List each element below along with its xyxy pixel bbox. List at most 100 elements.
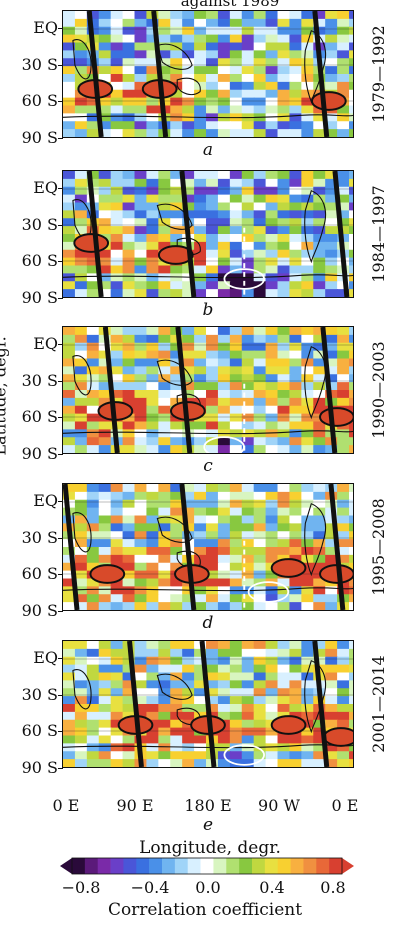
meridian-line-e-0 [127,641,144,767]
field-cells [63,484,353,610]
meridian-line-e-1 [199,641,217,767]
colorbar-swatch-0 [72,858,86,874]
colorbar-swatch-14 [252,858,266,874]
meridian-line-d-1 [179,484,197,610]
lat-tick-c-3 [58,454,63,455]
colorbar-arrow-right [342,858,354,874]
lat-label-c-0: EQ [33,334,58,354]
lat-tick-d-2 [58,574,63,576]
colorbar-label: Correlation coefficient [107,900,303,920]
field-cells [63,171,353,297]
lat-label-e-3: 90 S [21,758,58,777]
continent-outlines [63,189,353,279]
pos-region-e-2 [270,715,307,735]
lat-label-a-3: 90 S [21,128,58,147]
pos-region-d-2 [270,558,307,578]
lat-tick-a-1 [58,64,63,66]
lat-tick-c-2 [58,417,63,419]
lat-tick-c-0 [58,344,63,346]
continent-outlines [63,29,353,119]
lat-tick-e-2 [58,731,63,733]
colorbar-swatch-16 [277,858,291,874]
lat-label-d-0: EQ [33,491,58,511]
colorbar-swatch-9 [187,858,201,874]
lat-tick-d-0 [58,501,63,503]
lat-tick-c-1 [58,380,63,382]
meridian-line-a-2 [312,11,330,137]
meridian-line-a-0 [86,11,104,137]
colorbar-swatch-17 [290,858,304,874]
meridian-line-c-1 [175,327,193,453]
lat-label-e-0: EQ [33,648,58,668]
colorbar-swatch-10 [200,858,214,874]
x-tick-2: 180 E [184,796,232,815]
colorbar-tick-0: −0.8 [61,878,101,897]
neg-region-b-2 [223,268,266,290]
x-tick-3: 90 W [258,796,300,815]
lat-tick-a-0 [58,28,63,30]
meridian-line-e-2 [312,641,330,767]
colorbar [60,857,354,875]
panel-letter-d: d [202,613,214,633]
top-text: against 1989 [180,0,280,10]
meridian-line-d-0 [63,484,80,610]
colorbar-swatch-13 [239,858,253,874]
lat-tick-e-0 [58,658,63,660]
period-label-d: 1995—2008 [369,498,388,596]
lat-tick-a-2 [58,101,63,103]
pos-region-d-0 [89,564,126,584]
period-label-b: 1984—1997 [369,185,388,283]
field-cells [63,641,353,767]
lat-label-e-1: 30 S [21,684,58,704]
lat-label-a-1: 30 S [21,54,58,74]
heatmap-panel-e [62,640,354,768]
meridian-line-c-0 [102,327,120,453]
period-label-a: 1979—1992 [369,25,388,123]
lat-label-c-3: 90 S [21,444,58,463]
meridian-line-b-0 [86,171,104,297]
neg-region-e-4 [223,744,266,766]
lat-tick-d-3 [58,611,63,612]
pos-region-c-2 [319,407,353,427]
panel-letter-b: b [202,300,214,320]
lat-label-e-2: 60 S [21,721,58,741]
lat-tick-b-2 [58,261,63,263]
pos-region-b-1 [157,245,194,265]
lat-tick-e-1 [58,694,63,696]
field-cells [63,11,353,137]
lat-label-a-0: EQ [33,18,58,38]
period-label-c: 1990—2003 [369,341,388,439]
panel-letter-c: c [203,456,213,476]
pos-region-a-2 [310,91,347,111]
colorbar-swatch-15 [264,858,279,874]
meridian-line-c-2 [320,327,338,453]
colorbar-swatch-20 [329,858,343,874]
lat-tick-b-0 [58,188,63,190]
lat-tick-b-3 [58,298,63,299]
lat-label-a-2: 60 S [21,91,58,111]
colorbar-swatch-3 [110,858,124,874]
period-label-e: 2001—2014 [369,655,388,753]
meridian-line-b-2 [332,171,350,297]
heatmap-panel-b [62,170,354,298]
x-tick-0: 0 E [52,796,80,815]
lat-tick-b-1 [58,224,63,226]
lat-label-b-2: 60 S [21,251,58,271]
heatmap-panel-a [62,10,354,138]
lat-label-d-3: 90 S [21,601,58,620]
lat-label-b-0: EQ [33,178,58,198]
lat-tick-e-3 [58,768,63,769]
x-axis-label: Longitude, degr. [139,838,281,858]
colorbar-swatch-5 [136,858,150,874]
y-axis-label: Latitude, degr. [0,336,10,456]
colorbar-tick-4: 0.8 [320,878,346,897]
colorbar-swatch-2 [97,858,111,874]
heatmap-panel-d [62,483,354,611]
lat-label-b-1: 30 S [21,214,58,234]
colorbar-swatch-18 [303,858,317,874]
colorbar-tick-3: 0.4 [259,878,285,897]
colorbar-swatch-4 [123,858,137,874]
lat-label-b-3: 90 S [21,288,58,307]
meridian-line-b-1 [179,171,197,297]
pos-region-e-3 [323,727,353,747]
